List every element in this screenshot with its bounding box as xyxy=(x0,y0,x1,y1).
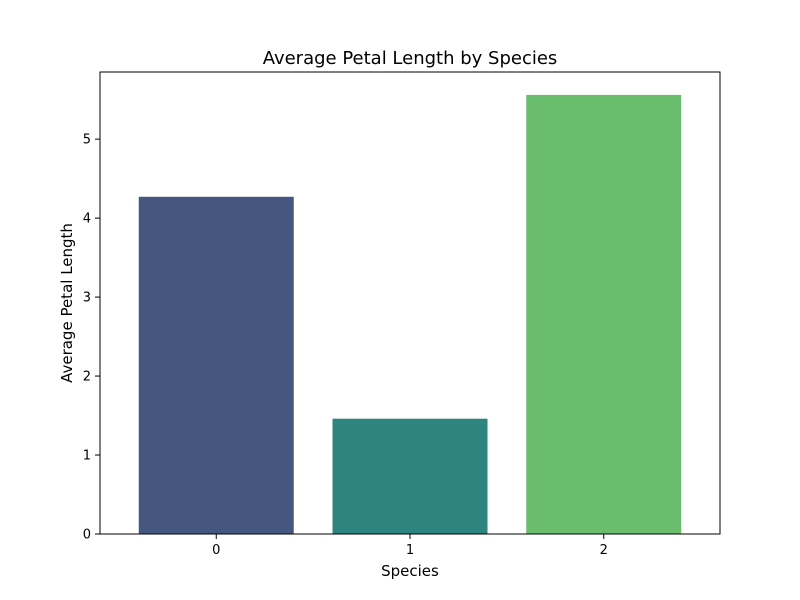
y-tick-label: 1 xyxy=(83,449,91,464)
plot-area-frame xyxy=(99,71,721,535)
bar-2 xyxy=(526,94,682,535)
y-axis-label: Average Petal Length xyxy=(58,223,76,383)
y-tick-label: 2 xyxy=(83,370,91,385)
x-axis: 0 1 2 xyxy=(212,534,608,558)
x-axis-label: Species xyxy=(381,562,439,580)
y-tick-label: 4 xyxy=(83,212,91,227)
y-tick-label: 3 xyxy=(83,291,91,306)
x-tick-label: 2 xyxy=(600,543,608,558)
bar-1 xyxy=(332,418,488,534)
bar-group xyxy=(138,94,682,535)
chart-title: Average Petal Length by Species xyxy=(263,48,558,69)
x-tick-label: 1 xyxy=(406,543,414,558)
y-tick-label: 5 xyxy=(83,133,91,148)
y-axis: 0 1 2 3 4 5 xyxy=(83,133,100,543)
x-tick-label: 0 xyxy=(212,543,220,558)
y-tick-label: 0 xyxy=(83,528,91,543)
bar-0 xyxy=(138,196,294,534)
